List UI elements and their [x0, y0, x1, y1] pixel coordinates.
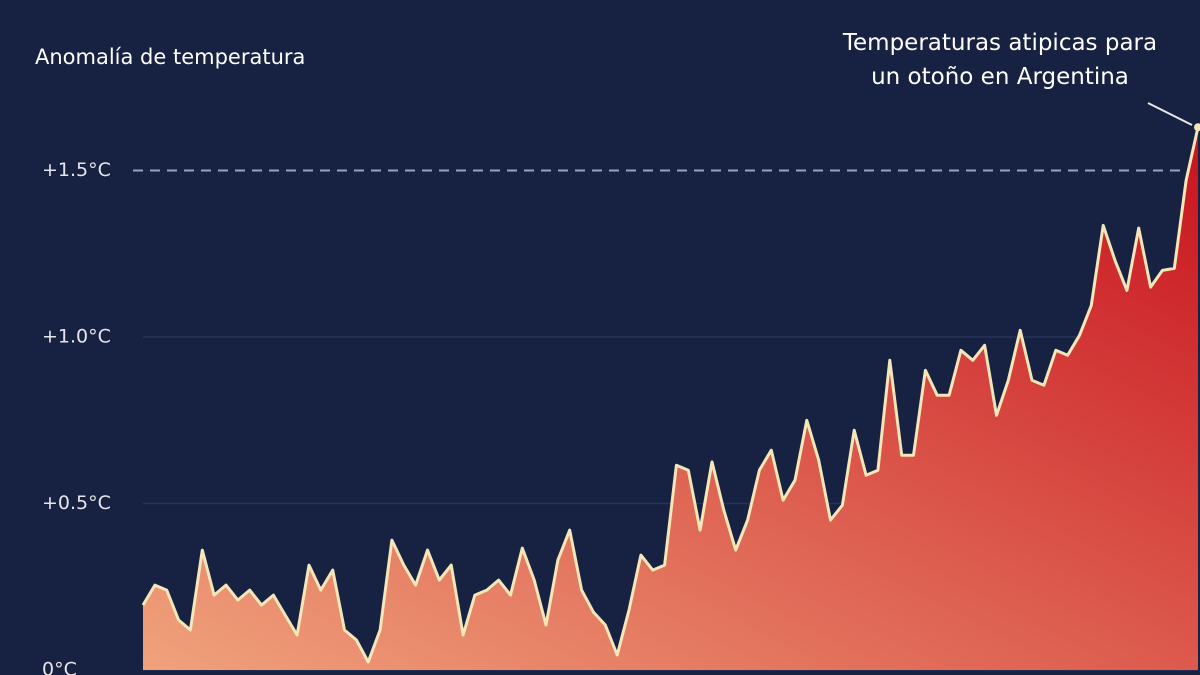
- y-tick-label: +0.5°C: [42, 492, 111, 514]
- y-tick-label: +1.5°C: [42, 159, 111, 181]
- area: [143, 127, 1198, 670]
- y-tick-label: 0°C: [42, 659, 77, 675]
- y-tick-label: +1.0°C: [42, 326, 111, 348]
- annotation-pointer: [1147, 102, 1193, 126]
- chart-title: Anomalía de temperatura: [35, 45, 305, 69]
- annotation: Temperaturas atipicas para: [842, 30, 1157, 56]
- annotation: un otoño en Argentina: [871, 64, 1129, 90]
- line: [141, 126, 1200, 664]
- end-point: [1194, 123, 1200, 132]
